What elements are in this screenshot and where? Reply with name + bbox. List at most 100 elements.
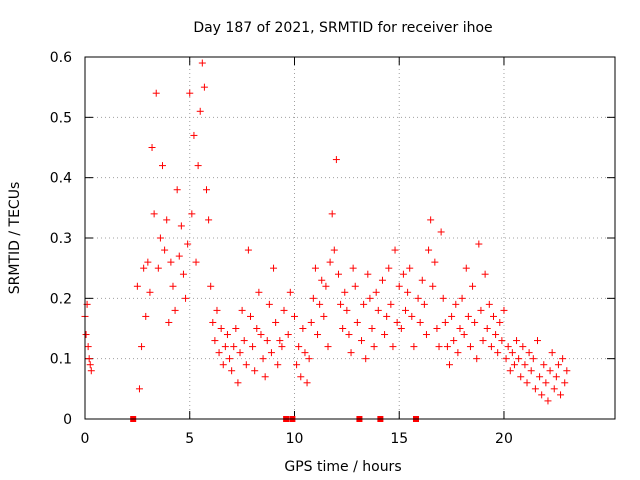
data-point (446, 361, 454, 369)
data-point (316, 300, 324, 308)
data-point (305, 355, 313, 363)
x-tick-label: 20 (495, 431, 513, 447)
data-point (471, 318, 479, 326)
data-point (510, 361, 518, 369)
data-point (389, 343, 397, 351)
data-point (332, 156, 340, 164)
data-point (173, 186, 181, 194)
data-point (309, 294, 317, 302)
data-point (182, 294, 190, 302)
data-point (163, 216, 171, 224)
data-point (171, 306, 179, 314)
data-point (477, 306, 485, 314)
x-tick-label: 5 (185, 431, 194, 447)
data-point (246, 312, 254, 320)
data-point (221, 343, 229, 351)
data-point (242, 361, 250, 369)
data-point (521, 361, 529, 369)
data-point (226, 355, 234, 363)
data-point (337, 300, 345, 308)
data-point (370, 343, 378, 351)
y-tick-label: 0.3 (50, 231, 72, 247)
data-point (146, 288, 154, 296)
data-point (177, 222, 185, 230)
y-tick-labels: 0 0.1 0.2 0.3 0.4 0.5 0.6 (50, 50, 72, 428)
data-point (150, 210, 158, 218)
data-point (135, 385, 143, 393)
data-point (347, 349, 355, 357)
data-point (267, 349, 275, 357)
data-point (448, 312, 456, 320)
data-point (249, 343, 257, 351)
x-tick-label: 15 (390, 431, 408, 447)
data-point (349, 264, 357, 272)
data-point (167, 258, 175, 266)
data-point (311, 264, 319, 272)
data-point (557, 391, 565, 399)
data-point (362, 355, 370, 363)
data-point (372, 288, 380, 296)
data-point (265, 300, 273, 308)
data-point (429, 282, 437, 290)
y-axis-label: SRMTID / TECUs (7, 182, 23, 295)
data-point (425, 246, 433, 254)
data-point (395, 282, 403, 290)
data-point (378, 276, 386, 284)
data-point (358, 337, 366, 345)
data-point (276, 337, 284, 345)
data-point (209, 318, 217, 326)
data-point (414, 294, 422, 302)
data-point (406, 264, 414, 272)
data-point (196, 107, 204, 115)
data-point (293, 361, 301, 369)
data-point (263, 337, 271, 345)
data-point (538, 391, 546, 399)
data-point (303, 379, 311, 387)
x-tick-labels: 0 5 10 15 20 (81, 431, 513, 447)
data-point (460, 331, 468, 339)
y-tick-label: 0.4 (50, 171, 72, 187)
data-point (462, 264, 470, 272)
data-point (192, 258, 200, 266)
data-point (184, 240, 192, 248)
data-point (427, 216, 435, 224)
data-point (194, 162, 202, 170)
data-point (481, 270, 489, 278)
data-point (381, 331, 389, 339)
data-point (443, 343, 451, 351)
data-point (87, 367, 95, 375)
data-point (492, 331, 500, 339)
data-point (531, 385, 539, 393)
data-point (548, 349, 556, 357)
data-point (450, 337, 458, 345)
data-point (487, 343, 495, 351)
data-point (253, 325, 261, 332)
data-point (328, 210, 336, 218)
data-point (211, 337, 219, 345)
data-point (280, 306, 288, 314)
data-point (179, 270, 187, 278)
y-tick-label: 0.6 (50, 50, 72, 66)
data-point (322, 282, 330, 290)
data-point (133, 282, 141, 290)
data-point (517, 373, 525, 381)
data-point (504, 343, 512, 351)
y-tick-label: 0.2 (50, 291, 72, 307)
data-point (257, 331, 265, 339)
data-point (498, 337, 506, 345)
data-point (295, 343, 303, 351)
data-point (525, 349, 533, 357)
data-point (353, 318, 361, 326)
data-point (190, 131, 198, 139)
data-point (159, 162, 167, 170)
data-point (186, 89, 194, 97)
data-point (238, 306, 246, 314)
data-point (156, 234, 164, 242)
data-point (240, 337, 248, 345)
data-point (533, 337, 541, 345)
data-point (552, 373, 560, 381)
data-point (286, 288, 294, 296)
data-point (402, 306, 410, 314)
x-tick-label: 0 (81, 431, 90, 447)
